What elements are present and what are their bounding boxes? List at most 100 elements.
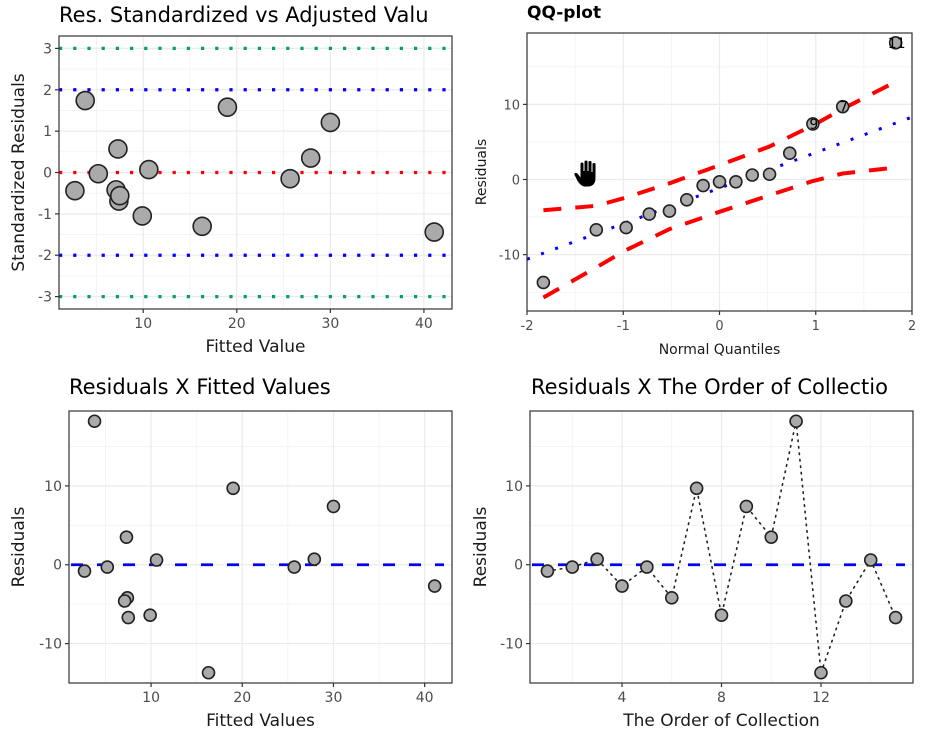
data-point	[589, 223, 604, 237]
data-point	[835, 99, 850, 114]
points	[65, 90, 445, 242]
x-tick-label: 0	[715, 319, 723, 334]
x-tick-label: 4	[618, 690, 627, 706]
data-point	[192, 216, 212, 237]
x-tick-label: 8	[717, 690, 726, 706]
data-point	[679, 193, 694, 207]
point-label: 9	[809, 117, 818, 133]
y-tick-label: 0	[512, 174, 520, 189]
y-tick-label: -10	[499, 249, 520, 264]
data-point	[201, 665, 216, 680]
x-tick-label: 10	[134, 316, 152, 332]
panel-title: Residuals X Fitted Values	[69, 375, 331, 399]
data-point	[536, 275, 551, 290]
data-point	[814, 665, 828, 680]
data-point	[121, 610, 136, 625]
points: 9 7 11	[536, 35, 906, 290]
data-point	[119, 530, 134, 544]
x-tick-label: 2	[908, 319, 916, 334]
data-point	[615, 579, 629, 593]
data-point	[696, 178, 710, 193]
point-label: 11	[888, 36, 906, 52]
data-point	[782, 146, 797, 161]
data-point	[888, 610, 903, 625]
y-axis: -10 0 10	[39, 479, 69, 653]
panel-title: Res. Standardized vs Adjusted Valu	[59, 3, 429, 27]
y-tick-label: 10	[44, 479, 62, 495]
y-tick-label: 0	[53, 558, 62, 574]
data-point	[664, 591, 679, 605]
y-tick-label: -1	[38, 207, 52, 223]
y-tick-label: -2	[38, 248, 52, 264]
data-point	[729, 174, 743, 189]
reference-lines	[59, 46, 452, 299]
y-axis: -3 -2 -1 0 1 2 3	[38, 41, 59, 306]
data-point	[108, 139, 128, 159]
y-tick-label: 10	[505, 479, 523, 495]
data-point	[77, 564, 92, 578]
data-point	[689, 481, 704, 496]
data-point	[565, 560, 580, 574]
grid	[530, 411, 913, 684]
x-axis: 4 8 12	[618, 683, 830, 706]
data-point	[100, 560, 115, 574]
data-point	[764, 530, 779, 544]
confidence-band-lower	[542, 165, 896, 300]
data-point	[75, 90, 95, 111]
y-axis: -10 0 10	[499, 98, 527, 264]
data-point	[640, 560, 654, 574]
data-point	[762, 167, 777, 182]
data-point	[87, 414, 102, 429]
data-point	[590, 552, 604, 567]
panel-title: QQ-plot	[527, 3, 601, 23]
x-tick-label: 40	[416, 690, 434, 706]
x-axis: 10 20 30 40	[142, 683, 434, 706]
x-axis: 10 20 30 40	[134, 309, 433, 332]
data-point	[280, 168, 300, 189]
data-point	[143, 608, 157, 622]
x-tick-label: -1	[617, 319, 630, 334]
reference-lines	[526, 80, 913, 300]
y-tick-label: 3	[43, 41, 52, 57]
x-axis-title: Fitted Values	[206, 711, 315, 731]
data-point	[217, 97, 238, 117]
panel-title: Residuals X The Order of Collectio	[531, 375, 888, 399]
y-tick-label: -10	[500, 637, 523, 653]
data-point	[132, 206, 153, 226]
x-tick-label: 30	[321, 316, 339, 332]
data-point	[662, 204, 677, 218]
point-label: 7	[839, 100, 848, 116]
data-point	[888, 35, 903, 50]
plot-background	[69, 411, 452, 683]
y-tick-label: 1	[43, 124, 52, 140]
data-point	[139, 159, 159, 180]
data-point	[226, 481, 240, 496]
data-point	[110, 185, 130, 206]
y-axis-title: Residuals	[474, 139, 490, 205]
points	[77, 414, 442, 680]
data-point	[806, 117, 820, 131]
x-axis: -2 -1 0 1 2	[521, 311, 916, 334]
data-point	[117, 594, 132, 608]
y-tick-label: 10	[503, 98, 520, 113]
x-axis-title: The Order of Collection	[622, 711, 820, 731]
data-point	[326, 499, 341, 514]
data-point	[427, 579, 442, 593]
points	[540, 414, 903, 680]
x-tick-label: 40	[415, 316, 433, 332]
x-tick-label: 30	[325, 690, 343, 706]
data-point	[149, 553, 164, 567]
y-tick-label: -10	[39, 637, 62, 653]
data-point	[300, 148, 321, 168]
data-point	[287, 560, 302, 574]
y-axis-title: Standardized Residuals	[9, 73, 29, 271]
data-point	[642, 207, 657, 221]
x-axis-title: Fitted Value	[206, 337, 306, 357]
x-tick-label: 20	[233, 690, 251, 706]
x-tick-label: 20	[228, 316, 246, 332]
y-tick-label: 0	[514, 558, 523, 574]
x-tick-label: -2	[521, 319, 534, 334]
x-tick-label: 12	[812, 690, 830, 706]
